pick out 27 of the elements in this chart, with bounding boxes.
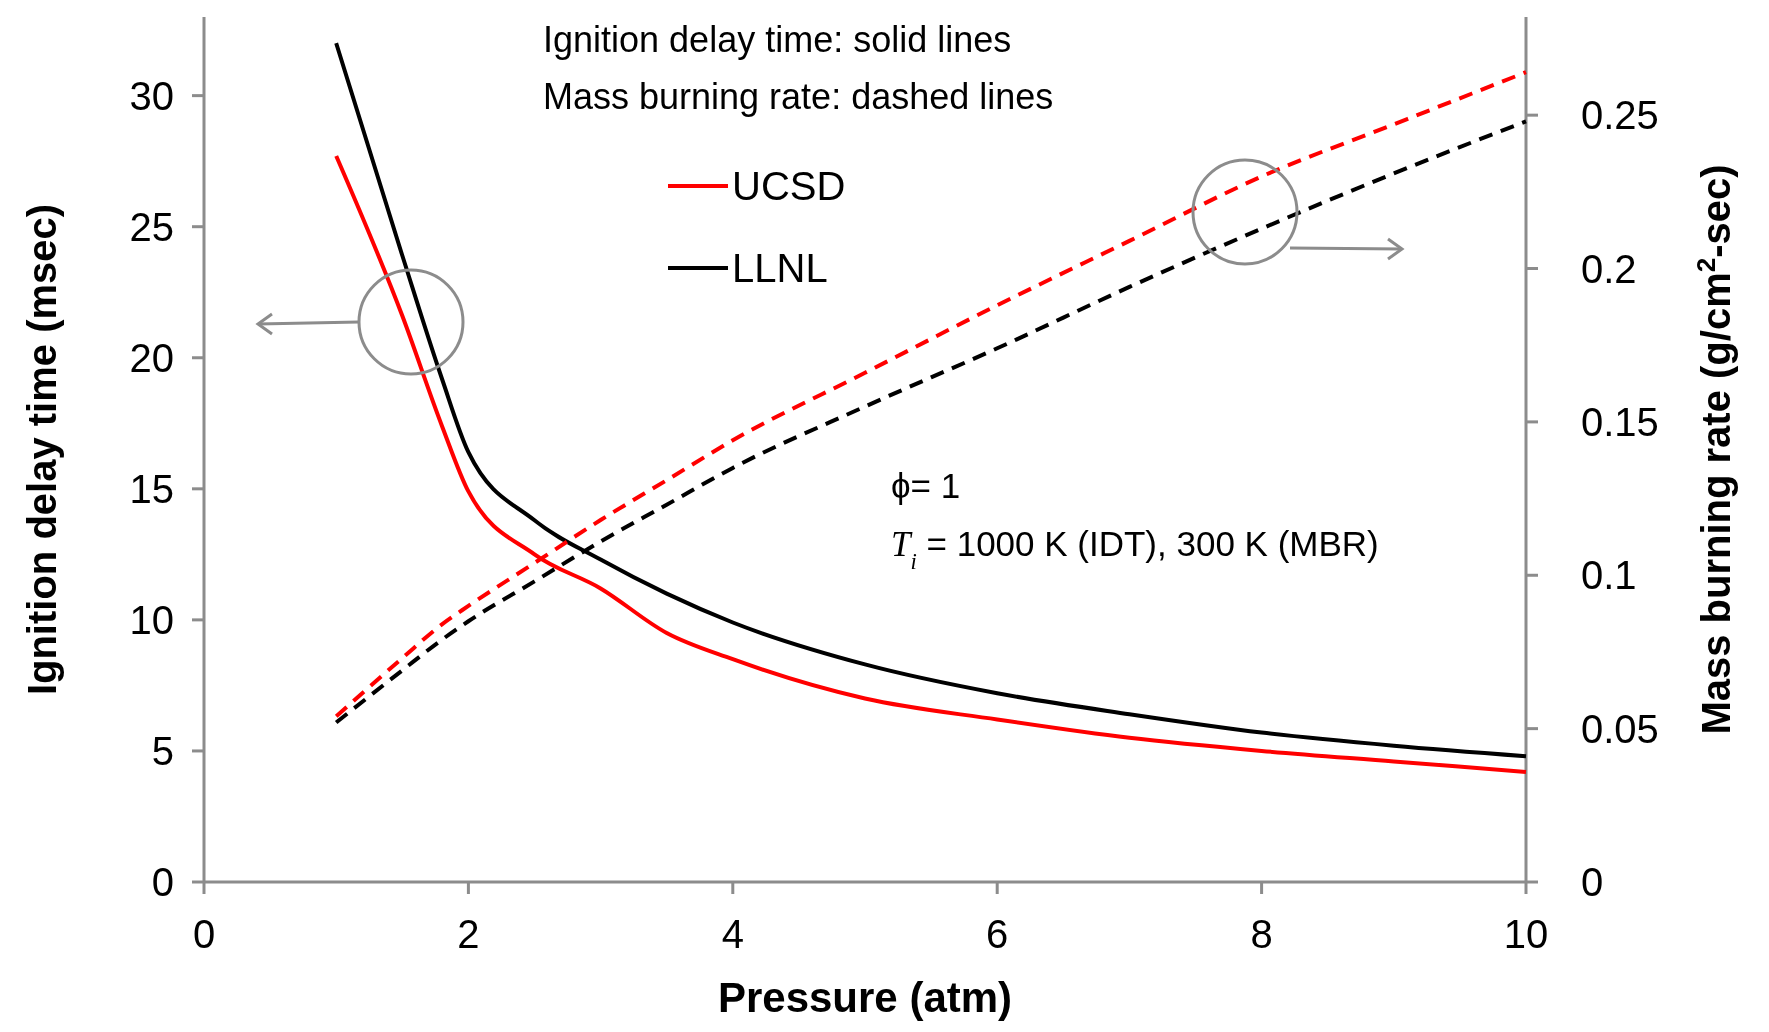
x-tick-label: 4 (721, 912, 744, 956)
y2-tick-label: 0.2 (1581, 246, 1637, 291)
x-tick-label: 2 (457, 912, 480, 956)
y2-tick-label: 0.15 (1581, 399, 1659, 444)
x-tick-label: 8 (1250, 912, 1273, 956)
x-tick-label: 6 (986, 912, 1009, 956)
x-tick-label: 10 (1503, 912, 1549, 956)
y-tick-label: 0 (151, 860, 174, 904)
legend-label: UCSD (732, 164, 846, 208)
y-tick-label: 15 (129, 466, 174, 511)
y-tick-label: 30 (129, 73, 174, 118)
y2-tick-label: 0.1 (1581, 553, 1637, 598)
annotation: T$_{i}$ = 1000 K (IDT), 300 K (MBR) (891, 524, 1379, 574)
annotation: Mass burning rate: dashed lines (543, 76, 1054, 117)
y2-tick-label: 0.25 (1581, 93, 1659, 138)
x-tick-label: 0 (192, 912, 216, 956)
y-tick-label: 10 (129, 597, 174, 642)
y-axis-title: Ignition delay time (msec) (20, 203, 64, 696)
x-axis-title: Pressure (atm) (717, 974, 1013, 1021)
y-tick-label: 5 (151, 728, 174, 773)
annotation: Ignition delay time: solid lines (543, 19, 1012, 60)
y-tick-label: 25 (129, 204, 174, 249)
annotation: ϕ= 1 (891, 466, 961, 505)
legend-label: LLNL (732, 246, 828, 290)
y2-tick-label: 0 (1581, 860, 1604, 904)
y-tick-label: 20 (129, 335, 174, 380)
y2-tick-label: 0.05 (1581, 706, 1659, 751)
